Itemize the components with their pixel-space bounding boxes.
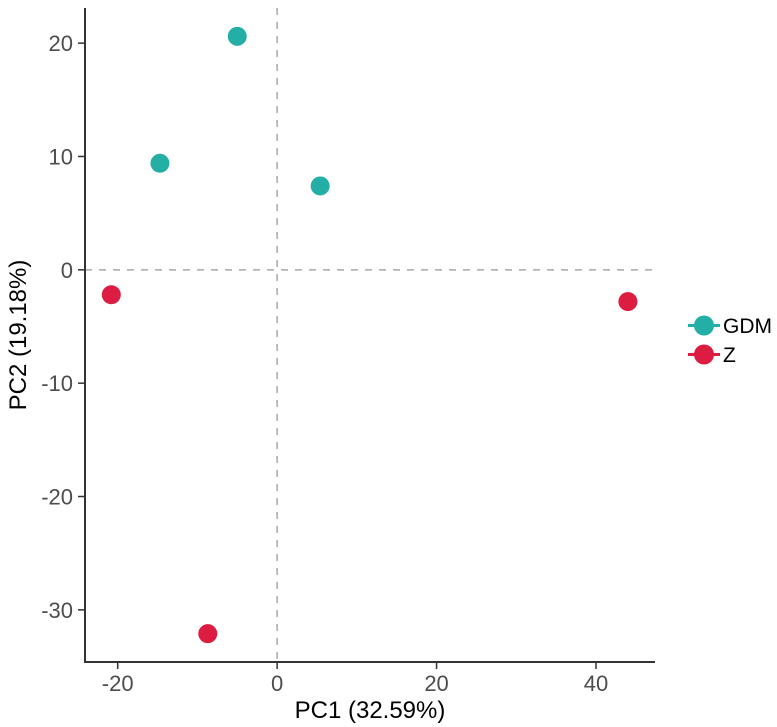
axis-ticks xyxy=(78,42,597,669)
y-tick-label: 10 xyxy=(49,144,73,169)
x-axis-title: PC1 (32.59%) xyxy=(295,697,446,724)
axes xyxy=(84,8,655,663)
legend: GDM Z xyxy=(688,315,772,367)
data-point-z xyxy=(198,624,218,644)
data-point-gdm xyxy=(150,153,170,173)
legend-label: Z xyxy=(723,344,736,367)
legend-key-point xyxy=(694,344,714,365)
y-tick-label: 20 xyxy=(49,31,73,56)
data-point-z xyxy=(618,292,638,312)
y-tick-label: -30 xyxy=(41,598,73,623)
y-tick-label: -10 xyxy=(41,371,73,396)
x-tick-label: 20 xyxy=(424,671,448,696)
x-tick-label: 40 xyxy=(584,671,608,696)
x-tick-label: 0 xyxy=(271,671,283,696)
legend-key-point xyxy=(694,315,714,336)
legend-label: GDM xyxy=(723,315,772,338)
data-point-gdm xyxy=(227,26,247,46)
reference-lines xyxy=(85,8,655,662)
data-point-z xyxy=(101,285,121,305)
y-axis-title: PC2 (19.18%) xyxy=(5,260,32,411)
data-points xyxy=(101,26,638,644)
data-point-gdm xyxy=(310,176,330,196)
axis-tick-labels: -20 0 20 40 20 10 0 -10 -20 -30 xyxy=(41,31,608,696)
y-tick-label: -20 xyxy=(41,485,73,510)
x-tick-label: -20 xyxy=(102,671,134,696)
y-tick-label: 0 xyxy=(61,258,73,283)
